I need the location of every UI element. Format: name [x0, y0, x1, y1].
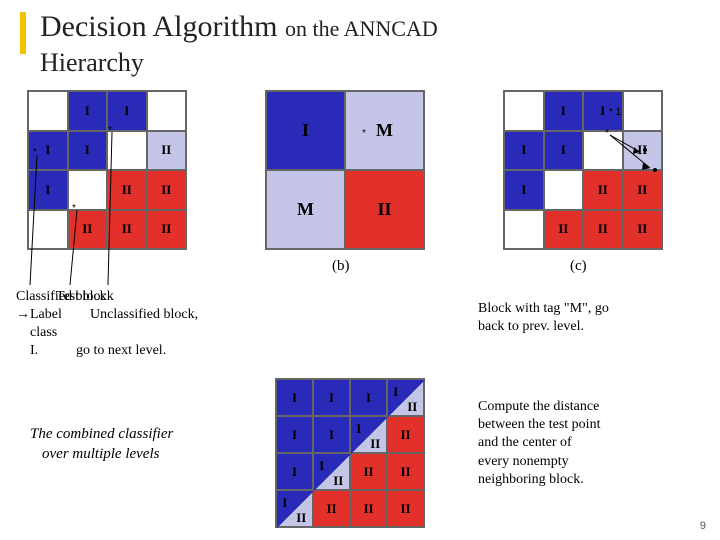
star-marker: *	[362, 128, 366, 139]
fig-label-c: (c)	[570, 258, 587, 275]
grid-a: IIIIIIIIIIIIIIIII	[27, 90, 187, 250]
grid-cell: I	[68, 131, 108, 171]
grid-cell: III	[313, 453, 350, 490]
grid-cell	[504, 210, 544, 250]
caption-distance: Compute the distance between the test po…	[478, 398, 600, 489]
grid-cell	[544, 170, 584, 210]
grid-c: IIIIIIIIIIIIIIIII	[503, 90, 663, 250]
caption-combined-classifier: The combined classifier over multiple le…	[30, 425, 173, 464]
grid-cell: II	[583, 210, 623, 250]
grid-cell: I	[544, 131, 584, 171]
grid-cell: II	[544, 210, 584, 250]
page-title: Decision Algorithm on the ANNCAD	[40, 10, 438, 44]
grid-cell: II	[350, 490, 387, 527]
grid-cell: I	[276, 416, 313, 453]
grid-cell: III	[276, 490, 313, 527]
page-subtitle: Hierarchy	[40, 48, 144, 78]
cap-part1: Label class I.	[30, 306, 62, 361]
star-marker: *	[605, 128, 609, 139]
cap-part2: Unclassified block,	[90, 306, 198, 324]
grid-cell: II	[313, 490, 350, 527]
grid-cell: III	[387, 379, 424, 416]
grid-cell: I	[583, 91, 623, 131]
grid-cell: I	[504, 131, 544, 171]
grid-cell	[107, 131, 147, 171]
grid-cell: II	[107, 170, 147, 210]
grid-cell	[504, 91, 544, 131]
arrow-glyph: →	[16, 307, 30, 322]
grid-cell	[28, 210, 68, 250]
star-marker: *	[108, 125, 112, 136]
grid-cell	[28, 91, 68, 131]
grid-b: IMMII	[265, 90, 425, 250]
star-marker: *	[72, 203, 76, 214]
grid-cell: II	[387, 416, 424, 453]
grid-cell: II	[147, 170, 187, 210]
grid-d: IIIIIIIIIIIIIIIIIIIIIIIIIIIIII	[275, 378, 425, 528]
grid-cell: I	[276, 453, 313, 490]
cc-line2: over multiple levels	[30, 445, 173, 465]
grid-cell	[147, 91, 187, 131]
grid-cell: II	[387, 453, 424, 490]
grid-cell	[583, 131, 623, 171]
grid-cell: II	[350, 453, 387, 490]
d-line2: between the test point	[478, 416, 600, 434]
grid-cell: I	[350, 379, 387, 416]
grid-cell: II	[387, 490, 424, 527]
grid-cell: I	[266, 91, 345, 170]
fig-label-b: (b)	[332, 258, 350, 275]
overlap-test: Test block	[56, 288, 114, 306]
grid-cell: II	[345, 170, 424, 249]
grid-cell: I	[544, 91, 584, 131]
page-number: 9	[700, 520, 706, 532]
grid-cell: I	[28, 170, 68, 210]
grid-cell: I	[313, 379, 350, 416]
grid-cell: II	[107, 210, 147, 250]
grid-cell: II	[147, 210, 187, 250]
grid-cell: M	[345, 91, 424, 170]
d-line5: neighboring block.	[478, 471, 600, 489]
grid-cell: I	[68, 91, 108, 131]
star-marker: *	[33, 147, 37, 158]
grid-cell: II	[623, 210, 663, 250]
grid-cell: II	[623, 131, 663, 171]
title-main: Decision Algorithm	[40, 10, 285, 43]
grid-cell: I	[504, 170, 544, 210]
grid-cell: I	[313, 416, 350, 453]
title-suffix: on the ANNCAD	[285, 16, 438, 41]
grid-cell: I	[107, 91, 147, 131]
grid-cell	[623, 91, 663, 131]
d-line3: and the center of	[478, 434, 600, 452]
cc-line1: The combined classifier	[30, 425, 173, 445]
grid-cell: M	[266, 170, 345, 249]
m-line1: Block with tag "M", go	[478, 300, 609, 318]
m-line2: back to prev. level.	[478, 318, 609, 336]
grid-cell: II	[583, 170, 623, 210]
grid-cell: II	[68, 210, 108, 250]
d-line4: every nonempty	[478, 453, 600, 471]
grid-cell: I	[276, 379, 313, 416]
grid-cell: II	[623, 170, 663, 210]
accent-bar	[20, 12, 26, 54]
caption-m-block: Block with tag "M", go back to prev. lev…	[478, 300, 609, 336]
d-line1: Compute the distance	[478, 398, 600, 416]
grid-cell: III	[350, 416, 387, 453]
grid-cell: II	[147, 131, 187, 171]
caption-top-left: Classified block Test block → Label clas…	[16, 288, 166, 360]
